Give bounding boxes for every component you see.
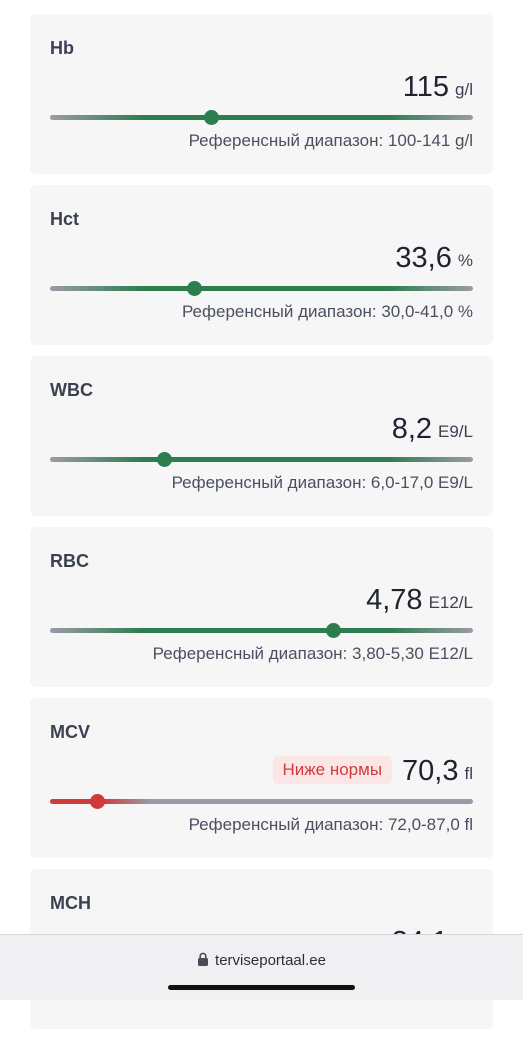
value-row: 4,78 E12/L [366, 581, 473, 617]
url-display[interactable]: terviseportaal.ee [0, 952, 523, 969]
test-unit: g/l [455, 80, 473, 99]
reference-prefix: Референсный диапазон: [152, 644, 348, 663]
reference-range: Референсный диапазон: 30,0-41,0 % [182, 302, 473, 322]
test-value: 8,2 [391, 413, 433, 445]
value-row: 8,2 E9/L [392, 410, 473, 446]
result-card-mcv[interactable]: MCV Ниже нормы 70,3 fl Референсный диапа… [30, 698, 493, 858]
reference-range: Референсный диапазон: 6,0-17,0 E9/L [172, 473, 473, 493]
test-name: RBC [50, 551, 89, 571]
reference-prefix: Референсный диапазон: [171, 473, 367, 492]
test-unit: fl [464, 764, 474, 783]
lock-icon [198, 952, 209, 966]
test-name: MCV [50, 722, 90, 742]
reference-value: 6,0-17,0 E9/L [370, 473, 473, 492]
reference-prefix: Референсный диапазон: [188, 815, 384, 834]
test-unit: E9/L [438, 422, 473, 441]
range-bar [50, 623, 473, 638]
range-bar [50, 110, 473, 125]
value-marker [326, 623, 342, 638]
reference-prefix: Референсный диапазон: [181, 302, 377, 321]
test-name: Hct [50, 209, 80, 229]
browser-address-bar[interactable]: terviseportaal.ee [0, 934, 523, 1000]
reference-range: Референсный диапазон: 100-141 g/l [189, 131, 473, 151]
test-value: 4,78 [366, 584, 423, 616]
reference-value: 30,0-41,0 % [381, 302, 473, 321]
test-unit: % [457, 251, 473, 270]
value-marker [89, 794, 105, 809]
reference-value: 3,80-5,30 E12/L [352, 644, 473, 663]
value-marker [157, 452, 173, 467]
test-name: Hb [50, 38, 74, 58]
range-bar [50, 794, 473, 809]
value-marker [203, 110, 219, 125]
test-value: 33,6 [395, 242, 452, 274]
result-card-wbc[interactable]: WBC 8,2 E9/L Референсный диапазон: 6,0-1… [30, 356, 493, 516]
test-value: 70,3 [402, 755, 459, 787]
range-bar [50, 452, 473, 467]
url-text: terviseportaal.ee [215, 952, 326, 969]
below-normal-badge: Ниже нормы [272, 756, 393, 784]
value-marker [186, 281, 202, 296]
lab-results-list: Hb 115 g/l Референсный диапазон: 100-141… [30, 14, 493, 1040]
value-row: 33,6 % [395, 239, 473, 275]
home-indicator[interactable] [168, 985, 355, 990]
range-bar [50, 281, 473, 296]
test-name: WBC [50, 380, 93, 400]
reference-value: 100-141 g/l [387, 131, 473, 150]
result-card-hb[interactable]: Hb 115 g/l Референсный диапазон: 100-141… [30, 14, 493, 174]
test-unit: E12/L [428, 593, 473, 612]
value-row: Ниже нормы 70,3 fl [272, 752, 474, 788]
reference-value: 72,0-87,0 fl [387, 815, 473, 834]
reference-range: Референсный диапазон: 72,0-87,0 fl [189, 815, 473, 835]
reference-prefix: Референсный диапазон: [188, 131, 384, 150]
reference-range: Референсный диапазон: 3,80-5,30 E12/L [153, 644, 473, 664]
test-name: MCH [50, 893, 91, 913]
test-value: 115 [402, 71, 450, 103]
result-card-rbc[interactable]: RBC 4,78 E12/L Референсный диапазон: 3,8… [30, 527, 493, 687]
value-row: 115 g/l [403, 68, 473, 104]
result-card-hct[interactable]: Hct 33,6 % Референсный диапазон: 30,0-41… [30, 185, 493, 345]
